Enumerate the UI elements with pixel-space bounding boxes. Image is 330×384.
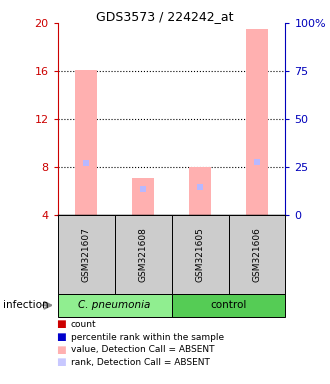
Text: ■: ■ <box>56 345 66 355</box>
Bar <box>246 29 268 215</box>
Text: infection: infection <box>3 300 49 310</box>
Text: GSM321608: GSM321608 <box>139 227 148 282</box>
Text: value, Detection Call = ABSENT: value, Detection Call = ABSENT <box>71 345 214 354</box>
Text: ■: ■ <box>56 358 66 367</box>
Text: control: control <box>210 300 247 310</box>
Text: ■: ■ <box>56 319 66 329</box>
Text: percentile rank within the sample: percentile rank within the sample <box>71 333 224 342</box>
Bar <box>75 70 97 215</box>
Text: C. pneumonia: C. pneumonia <box>79 300 151 310</box>
Text: GSM321607: GSM321607 <box>82 227 91 282</box>
Text: GSM321606: GSM321606 <box>252 227 261 282</box>
Text: GDS3573 / 224242_at: GDS3573 / 224242_at <box>96 10 234 23</box>
Text: rank, Detection Call = ABSENT: rank, Detection Call = ABSENT <box>71 358 210 367</box>
Bar <box>189 167 211 215</box>
Text: ■: ■ <box>56 332 66 342</box>
Bar <box>132 178 154 215</box>
Text: count: count <box>71 320 97 329</box>
Text: GSM321605: GSM321605 <box>196 227 205 282</box>
